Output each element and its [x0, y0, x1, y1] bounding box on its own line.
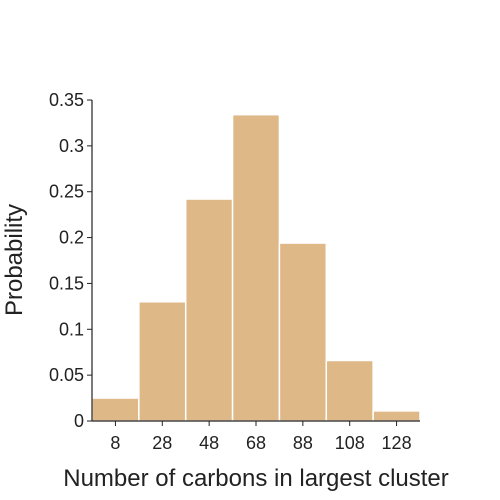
- x-axis-ticks: 8 28 48 68 88 108 128: [110, 421, 412, 453]
- histogram-bar: [138, 301, 187, 422]
- x-tick-label: 128: [382, 433, 412, 453]
- y-tick-label: 0.3: [59, 136, 84, 156]
- x-tick-label: 48: [199, 433, 219, 453]
- histogram-bar: [231, 113, 281, 422]
- y-tick-label: 0.1: [59, 319, 84, 339]
- histogram-bar: [325, 359, 374, 422]
- x-axis-label: Number of carbons in largest cluster: [63, 465, 449, 492]
- x-tick-label: 8: [110, 433, 120, 453]
- y-tick-label: 0.35: [49, 90, 84, 110]
- bars-group: [91, 113, 421, 422]
- histogram-bar: [184, 198, 234, 422]
- y-tick-label: 0.25: [49, 182, 84, 202]
- y-axis-ticks: 0 0.05 0.1 0.15 0.2 0.25 0.3 0.35: [49, 90, 92, 431]
- x-tick-label: 108: [335, 433, 365, 453]
- y-tick-label: 0: [74, 411, 84, 431]
- y-tick-label: 0.05: [49, 365, 84, 385]
- histogram-bar: [372, 410, 421, 422]
- y-axis-label: Probability: [1, 204, 28, 316]
- histogram-bar: [278, 242, 328, 422]
- x-tick-label: 68: [246, 433, 266, 453]
- histogram-bar: [91, 397, 140, 422]
- x-tick-label: 88: [293, 433, 313, 453]
- y-tick-label: 0.2: [59, 228, 84, 248]
- y-tick-label: 0.15: [49, 273, 84, 293]
- x-tick-label: 28: [152, 433, 172, 453]
